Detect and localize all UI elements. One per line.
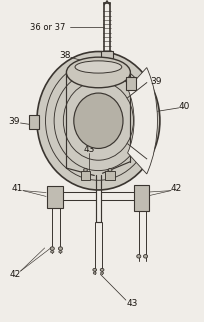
Ellipse shape bbox=[136, 254, 140, 258]
Ellipse shape bbox=[73, 93, 122, 148]
Text: 43: 43 bbox=[83, 145, 94, 154]
FancyBboxPatch shape bbox=[101, 51, 112, 58]
Ellipse shape bbox=[100, 269, 103, 271]
Text: 38: 38 bbox=[59, 51, 70, 60]
Ellipse shape bbox=[92, 269, 96, 271]
FancyBboxPatch shape bbox=[80, 171, 90, 180]
Ellipse shape bbox=[37, 52, 159, 190]
Ellipse shape bbox=[108, 168, 111, 172]
Ellipse shape bbox=[83, 168, 87, 172]
Ellipse shape bbox=[50, 247, 54, 251]
Text: 36 or 37: 36 or 37 bbox=[30, 23, 65, 32]
Text: 40: 40 bbox=[177, 102, 189, 111]
Text: 43: 43 bbox=[126, 299, 137, 308]
Text: 42: 42 bbox=[170, 184, 181, 193]
FancyBboxPatch shape bbox=[134, 185, 148, 211]
FancyBboxPatch shape bbox=[47, 186, 62, 208]
Ellipse shape bbox=[100, 272, 103, 274]
Text: 42: 42 bbox=[9, 270, 20, 279]
Text: 39: 39 bbox=[149, 77, 161, 86]
Ellipse shape bbox=[93, 272, 96, 274]
Ellipse shape bbox=[59, 251, 62, 253]
FancyBboxPatch shape bbox=[29, 115, 38, 129]
Ellipse shape bbox=[66, 57, 130, 88]
Ellipse shape bbox=[58, 247, 62, 251]
Text: 41: 41 bbox=[12, 184, 23, 193]
Ellipse shape bbox=[143, 254, 147, 258]
Wedge shape bbox=[127, 68, 157, 174]
FancyBboxPatch shape bbox=[105, 171, 114, 180]
Ellipse shape bbox=[75, 61, 121, 73]
Ellipse shape bbox=[50, 251, 54, 253]
Text: 39: 39 bbox=[8, 117, 20, 126]
FancyBboxPatch shape bbox=[125, 77, 135, 90]
